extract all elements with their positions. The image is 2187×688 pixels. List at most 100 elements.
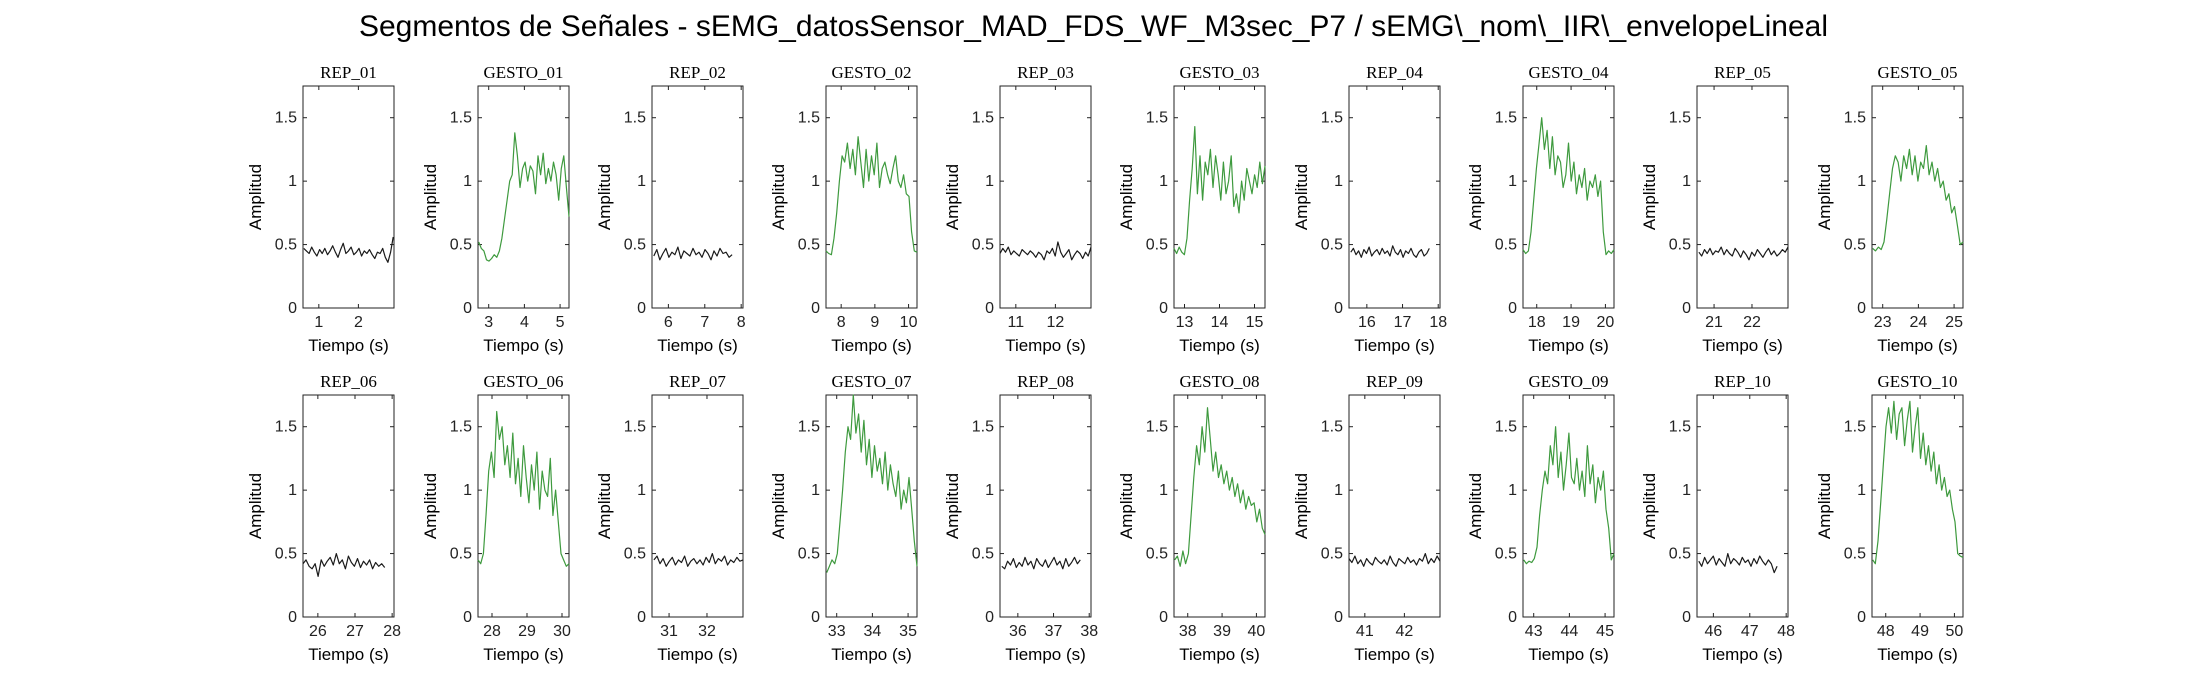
subplot-title: REP_01 xyxy=(320,63,377,82)
axes-box xyxy=(1348,85,1441,309)
y-axis-label: Amplitud xyxy=(1117,164,1136,230)
y-tick-label: 0.5 xyxy=(1844,546,1866,563)
y-axis-label: Amplitud xyxy=(595,164,614,230)
gesture-signal-line xyxy=(1174,407,1266,567)
x-axis-label: Tiempo (s) xyxy=(1528,336,1609,355)
x-tick-label: 18 xyxy=(1429,314,1447,331)
y-tick-label: 0 xyxy=(637,609,646,626)
axes-box xyxy=(302,394,395,618)
rep-signal-line xyxy=(1001,556,1081,570)
subplot-title: REP_03 xyxy=(1017,63,1074,82)
gesture-signal-line xyxy=(1523,426,1615,565)
axes-box xyxy=(477,394,570,618)
y-tick-label: 0 xyxy=(1159,300,1168,317)
y-tick-label: 1 xyxy=(463,173,472,190)
y-tick-label: 0.5 xyxy=(275,546,297,563)
subplot-title: GESTO_01 xyxy=(484,63,564,82)
subplot-09: 0 0.5 1 1.5 23 24 25 GESTO_05 Tiempo (s) Amplitud xyxy=(1815,63,1964,355)
subplot-02: 0 0.5 1 1.5 6 7 8 REP_02 Tiempo (s) Amplitud xyxy=(595,63,746,355)
x-tick-label: 23 xyxy=(1874,314,1892,331)
x-tick-label: 28 xyxy=(483,623,501,640)
y-tick-label: 0 xyxy=(1682,300,1691,317)
y-tick-label: 1 xyxy=(1159,173,1168,190)
x-tick-label: 25 xyxy=(1945,314,1963,331)
subplot-title: GESTO_08 xyxy=(1180,372,1260,391)
subplot-title: REP_10 xyxy=(1714,372,1771,391)
x-tick-label: 35 xyxy=(899,623,917,640)
x-tick-label: 45 xyxy=(1596,623,1614,640)
y-tick-label: 1.5 xyxy=(1495,419,1517,436)
axes-box xyxy=(1871,85,1964,309)
y-tick-label: 1.5 xyxy=(624,110,646,127)
y-tick-label: 1.5 xyxy=(450,110,472,127)
x-tick-label: 37 xyxy=(1045,623,1063,640)
gesture-signal-line xyxy=(477,410,570,567)
y-tick-label: 0.5 xyxy=(798,546,820,563)
gesture-signal-line xyxy=(826,394,918,573)
axes-box xyxy=(1696,85,1789,309)
y-tick-label: 0 xyxy=(288,300,297,317)
subplot-title: GESTO_10 xyxy=(1878,372,1958,391)
subplot-19: 0 0.5 1 1.5 48 49 50 GESTO_10 Tiempo (s) Amplitud xyxy=(1815,372,1964,664)
axes-box xyxy=(477,85,570,309)
rep-signal-line xyxy=(1350,245,1430,258)
subplot-04: 0 0.5 1 1.5 11 12 REP_03 Tiempo (s) Amplitud xyxy=(943,63,1092,355)
rep-signal-line xyxy=(653,246,733,261)
subplot-14: 0 0.5 1 1.5 36 37 38 REP_08 Tiempo (s) Amplitud xyxy=(943,372,1098,664)
x-tick-label: 13 xyxy=(1176,314,1194,331)
subplot-03: 0 0.5 1 1.5 8 9 10 GESTO_02 Tiempo (s) Amplitud xyxy=(769,63,918,355)
x-tick-label: 19 xyxy=(1562,314,1580,331)
x-tick-label: 20 xyxy=(1597,314,1615,331)
subplot-title: GESTO_09 xyxy=(1529,372,1609,391)
y-axis-label: Amplitud xyxy=(1466,473,1485,539)
subplot-08: 0 0.5 1 1.5 21 22 REP_05 Tiempo (s) Amplitud xyxy=(1640,63,1789,355)
y-tick-label: 0.5 xyxy=(798,237,820,254)
x-axis-label: Tiempo (s) xyxy=(1702,336,1783,355)
subplot-01: 0 0.5 1 1.5 3 4 5 GESTO_01 Tiempo (s) Amplitud xyxy=(421,63,570,355)
x-axis-label: Tiempo (s) xyxy=(1005,645,1086,664)
y-tick-label: 1 xyxy=(1682,482,1691,499)
x-tick-label: 18 xyxy=(1528,314,1546,331)
gesture-signal-line xyxy=(1173,125,1266,256)
subplot-title: REP_08 xyxy=(1017,372,1074,391)
x-tick-label: 33 xyxy=(828,623,846,640)
y-axis-label: Amplitud xyxy=(1292,164,1311,230)
x-tick-label: 29 xyxy=(518,623,536,640)
y-tick-label: 1.5 xyxy=(275,110,297,127)
subplot-12: 0 0.5 1 1.5 31 32 REP_07 Tiempo (s) Amplitud xyxy=(595,372,744,664)
x-tick-label: 46 xyxy=(1704,623,1722,640)
y-tick-label: 1.5 xyxy=(1146,419,1168,436)
y-tick-label: 0 xyxy=(1857,609,1866,626)
y-tick-label: 1.5 xyxy=(972,110,994,127)
subplot-title: GESTO_05 xyxy=(1878,63,1958,82)
y-tick-label: 0 xyxy=(288,609,297,626)
axes-box xyxy=(825,85,918,309)
figure-title: Segmentos de Señales - sEMG_datosSensor_… xyxy=(358,10,1829,43)
axes-box xyxy=(651,85,744,309)
gesture-signal-line xyxy=(478,132,570,262)
y-tick-label: 0 xyxy=(985,300,994,317)
y-axis-label: Amplitud xyxy=(246,473,265,539)
x-tick-label: 6 xyxy=(664,314,673,331)
x-tick-label: 34 xyxy=(863,623,881,640)
y-tick-label: 0 xyxy=(463,300,472,317)
y-tick-label: 1 xyxy=(288,482,297,499)
subplot-18: 0 0.5 1 1.5 46 47 48 REP_10 Tiempo (s) Amplitud xyxy=(1640,372,1795,664)
x-tick-label: 3 xyxy=(484,314,493,331)
y-tick-label: 0 xyxy=(1159,609,1168,626)
subplot-05: 0 0.5 1 1.5 13 14 15 GESTO_03 Tiempo (s) Amplitud xyxy=(1117,63,1266,355)
y-tick-label: 0 xyxy=(1334,300,1343,317)
axes-box xyxy=(1871,394,1964,618)
y-tick-label: 0 xyxy=(1508,300,1517,317)
axes-box xyxy=(302,85,395,309)
y-axis-label: Amplitud xyxy=(769,473,788,539)
rep-signal-line xyxy=(1348,552,1441,567)
subplot-title: REP_02 xyxy=(669,63,726,82)
x-axis-label: Tiempo (s) xyxy=(831,645,912,664)
x-tick-label: 36 xyxy=(1009,623,1027,640)
y-axis-label: Amplitud xyxy=(1640,164,1659,230)
x-tick-label: 11 xyxy=(1008,314,1025,331)
gesture-signal-line xyxy=(825,136,918,256)
subplot-06: 0 0.5 1 1.5 16 17 18 REP_04 Tiempo (s) Amplitud xyxy=(1292,63,1447,355)
x-tick-label: 17 xyxy=(1394,314,1412,331)
